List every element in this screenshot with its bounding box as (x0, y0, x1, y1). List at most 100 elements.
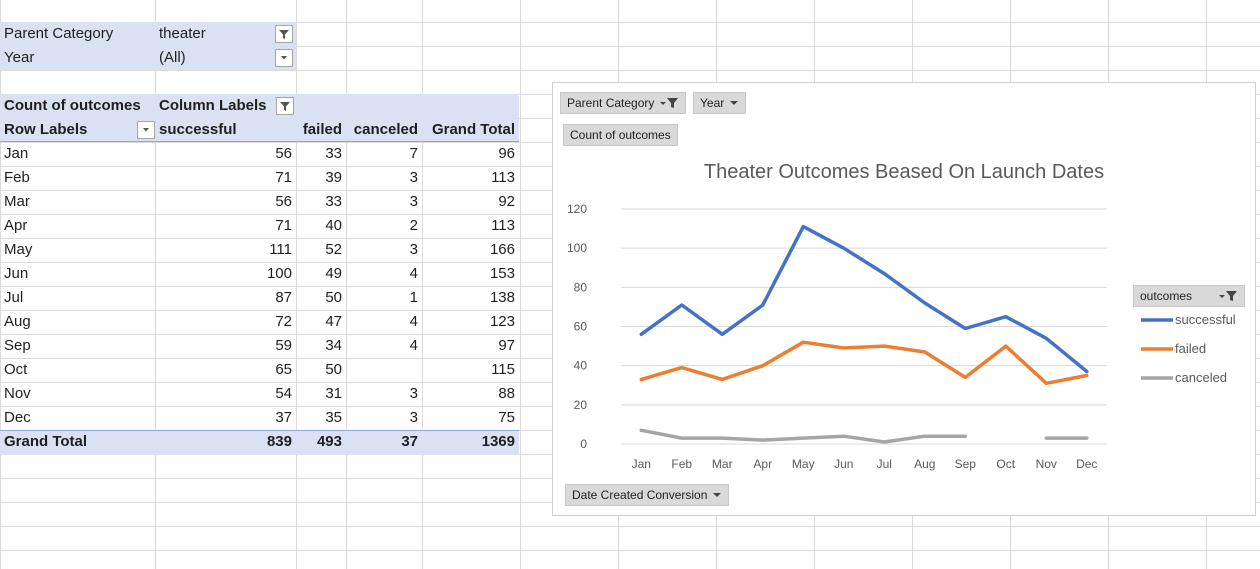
grand-total-cell[interactable]: 153 (489, 265, 515, 282)
x-tick-label: Apr (753, 457, 772, 471)
field-button-label: Year (700, 96, 725, 110)
grand-total-cell[interactable]: 115 (491, 361, 515, 378)
x-tick-label: Feb (671, 457, 692, 471)
failed-cell[interactable]: 34 (325, 337, 342, 354)
failed-column-header: failed (302, 121, 342, 138)
grand-total-canceled[interactable]: 37 (401, 433, 418, 450)
field-button-label: Date Created Conversion (572, 488, 708, 502)
successful-cell[interactable]: 71 (275, 217, 292, 234)
grand-total-cell[interactable]: 166 (489, 241, 515, 258)
chevron-filter-icon (660, 98, 679, 108)
x-tick-label: Aug (914, 457, 935, 471)
successful-cell[interactable]: 72 (275, 313, 292, 330)
grand-total-cell[interactable]: 113 (491, 169, 515, 186)
row-label[interactable]: Dec (4, 409, 31, 426)
canceled-cell[interactable]: 1 (409, 289, 418, 306)
failed-cell[interactable]: 50 (325, 289, 342, 306)
successful-cell[interactable]: 59 (275, 337, 292, 354)
filter-year-label: Year (4, 49, 35, 66)
failed-series-line[interactable] (639, 340, 1089, 386)
row-label[interactable]: Mar (4, 193, 30, 210)
pivot-header-band (0, 94, 519, 142)
chart-legend-field-button[interactable]: outcomes (1133, 285, 1245, 307)
y-tick-label: 120 (567, 202, 587, 216)
row-label[interactable]: Jul (4, 289, 24, 306)
filter-year-value[interactable]: (All) (159, 49, 186, 66)
filter-parent-category-value[interactable]: theater (159, 25, 206, 42)
grand-total-cell[interactable]: 92 (498, 193, 515, 210)
canceled-cell[interactable]: 3 (409, 193, 418, 210)
row-labels-filter-dropdown[interactable] (137, 121, 155, 139)
row-label[interactable]: Sep (4, 337, 31, 354)
grand-total-cell[interactable]: 123 (489, 313, 515, 330)
canceled-cell[interactable]: 3 (409, 385, 418, 402)
successful-legend-label[interactable]: successful (1175, 312, 1236, 327)
year-filter-dropdown[interactable] (275, 49, 293, 67)
failed-legend-label[interactable]: failed (1175, 341, 1206, 356)
successful-cell[interactable]: 65 (275, 361, 292, 378)
y-tick-label: 0 (580, 437, 587, 451)
successful-cell[interactable]: 56 (275, 145, 292, 162)
canceled-cell[interactable]: 3 (409, 241, 418, 258)
grand-total-total[interactable]: 1369 (481, 433, 515, 450)
canceled-legend-label[interactable]: canceled (1175, 370, 1227, 385)
canceled-cell[interactable]: 4 (409, 265, 418, 282)
chart-axis-field-button[interactable]: Date Created Conversion (565, 484, 730, 506)
funnel-filter-icon (279, 30, 289, 39)
chart-year-field-button[interactable]: Year (693, 92, 747, 114)
row-label[interactable]: Apr (4, 217, 28, 234)
column-labels-filter-button[interactable] (276, 97, 294, 115)
canceled-cell[interactable]: 3 (409, 409, 418, 426)
canceled-cell[interactable]: 7 (409, 145, 418, 162)
failed-cell[interactable]: 33 (325, 193, 342, 210)
row-label[interactable]: Jun (4, 265, 29, 282)
row-label[interactable]: Nov (4, 385, 31, 402)
grand-total-cell[interactable]: 97 (498, 337, 515, 354)
chart-values-field-button[interactable]: Count of outcomes (563, 124, 678, 146)
successful-cell[interactable]: 111 (269, 241, 292, 258)
failed-cell[interactable]: 40 (325, 217, 342, 234)
line-chart-plot: 0 20 40 60 80 100 120 Jan Feb Mar Apr May Jun Jul Aug S… (567, 202, 1236, 471)
grand-total-cell[interactable]: 138 (489, 289, 515, 306)
grand-total-cell[interactable]: 75 (498, 409, 515, 426)
grand-total-cell[interactable]: 88 (498, 385, 515, 402)
successful-cell[interactable]: 100 (266, 265, 292, 282)
failed-cell[interactable]: 50 (325, 361, 342, 378)
failed-cell[interactable]: 35 (325, 409, 342, 426)
row-label[interactable]: Oct (4, 361, 28, 378)
grand-total-successful[interactable]: 839 (266, 433, 292, 450)
failed-cell[interactable]: 33 (325, 145, 342, 162)
successful-cell[interactable]: 37 (275, 409, 292, 426)
canceled-cell[interactable]: 2 (409, 217, 418, 234)
failed-cell[interactable]: 49 (325, 265, 342, 282)
row-label[interactable]: May (4, 241, 33, 258)
row-label[interactable]: Aug (4, 313, 31, 330)
failed-cell[interactable]: 52 (325, 241, 342, 258)
canceled-cell[interactable]: 3 (409, 169, 418, 186)
successful-series-line[interactable] (639, 224, 1089, 374)
row-label[interactable]: Jan (4, 145, 29, 162)
canceled-column-header: canceled (353, 121, 418, 138)
grand-total-cell[interactable]: 113 (491, 217, 515, 234)
successful-cell[interactable]: 54 (275, 385, 292, 402)
field-button-label: Parent Category (567, 96, 655, 110)
chevron-down-icon (730, 101, 739, 105)
successful-cell[interactable]: 87 (275, 289, 292, 306)
grand-total-failed[interactable]: 493 (316, 433, 342, 450)
canceled-series-line[interactable] (639, 428, 968, 444)
grand-total-band (0, 430, 519, 455)
successful-cell[interactable]: 71 (275, 169, 292, 186)
row-label[interactable]: Feb (4, 169, 30, 186)
chart-parent-category-field-button[interactable]: Parent Category (560, 92, 687, 114)
failed-cell[interactable]: 31 (325, 385, 342, 402)
y-tick-label: 100 (567, 241, 587, 255)
failed-cell[interactable]: 47 (325, 313, 342, 330)
canceled-cell[interactable]: 4 (409, 337, 418, 354)
x-tick-label: Jul (877, 457, 892, 471)
failed-cell[interactable]: 39 (325, 169, 342, 186)
canceled-cell[interactable]: 4 (409, 313, 418, 330)
grand-total-cell[interactable]: 96 (498, 145, 515, 162)
successful-cell[interactable]: 56 (275, 193, 292, 210)
pivot-chart[interactable]: 0 20 40 60 80 100 120 Jan Feb Mar Apr May Jun Jul Aug S… (552, 82, 1256, 516)
parent-category-filter-button[interactable] (275, 25, 293, 43)
